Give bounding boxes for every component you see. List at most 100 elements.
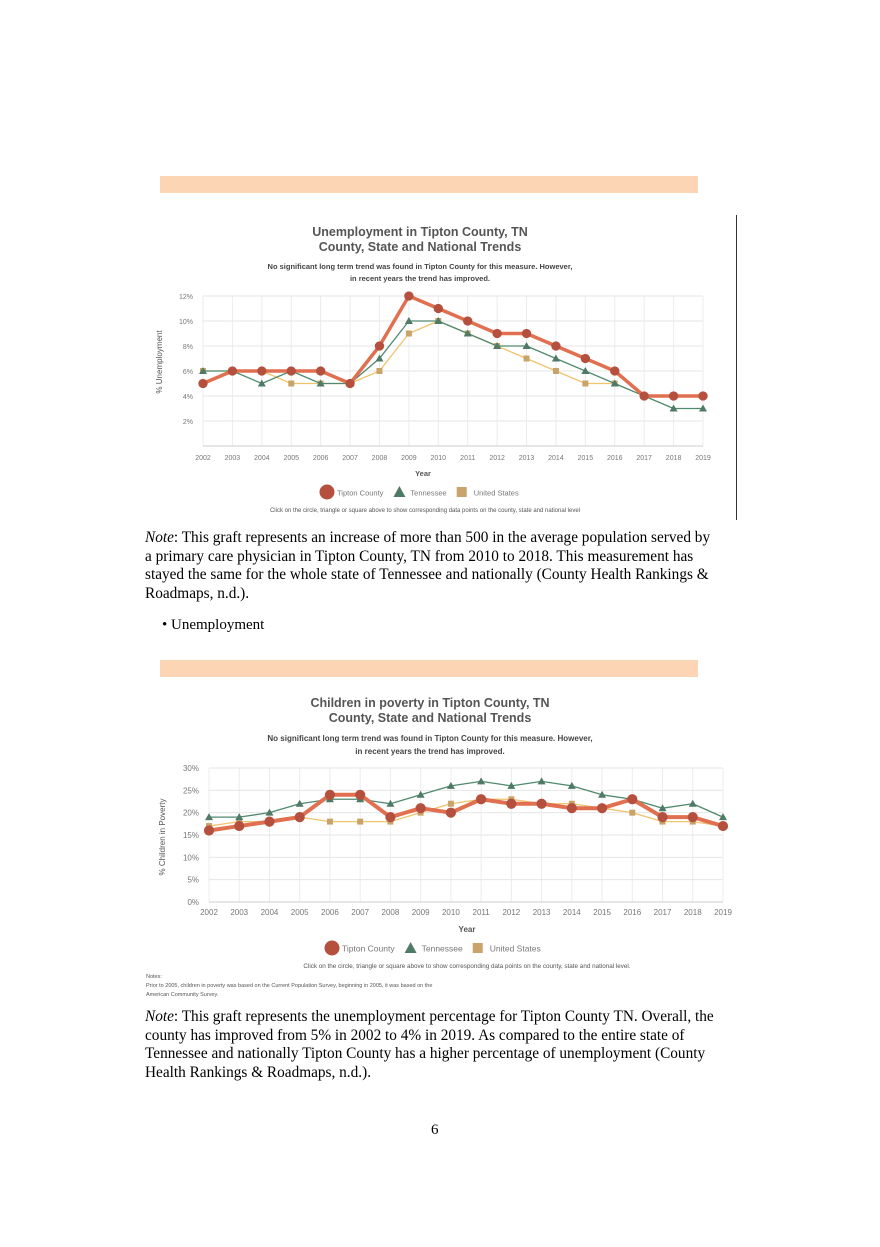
x-tick-label: 2004 — [254, 455, 270, 462]
x-tick-label: 2014 — [563, 908, 581, 917]
x-tick-label: 2010 — [431, 455, 447, 462]
tennessee-line — [203, 320, 703, 410]
tipton-county-point — [445, 807, 456, 818]
x-tick-label: 2011 — [473, 908, 491, 917]
united-states-point — [357, 818, 364, 825]
tipton-county-point — [345, 378, 355, 389]
note-text: : This graft represents the unemployment… — [145, 1008, 714, 1082]
tennessee-point — [658, 804, 667, 812]
x-tick-label: 2003 — [225, 455, 241, 462]
tennessee-point — [669, 404, 678, 412]
united-states-point — [447, 800, 454, 807]
tennessee-point — [316, 379, 325, 387]
x-tick-label: 2002 — [200, 908, 218, 917]
tennessee-line — [209, 780, 724, 818]
tipton-county-point — [536, 798, 547, 809]
tipton-county-point — [315, 366, 326, 376]
chart-subtitle: No significant long term trend was found… — [268, 262, 573, 271]
tennessee-legend-icon — [404, 942, 417, 953]
unemployment-chart: Unemployment in Tipton County, TN County… — [155, 225, 711, 514]
chart-notes-heading: Notes: — [146, 974, 162, 980]
united-states-line — [203, 320, 703, 397]
x-tick-label: 2018 — [666, 455, 682, 462]
tipton-county-point — [698, 391, 708, 401]
x-tick-label: 2005 — [291, 908, 309, 917]
tennessee-legend-label: Tennessee — [422, 944, 463, 954]
united-states-point — [405, 330, 412, 337]
note-paragraph-2: Note: This graft represents the unemploy… — [145, 1008, 715, 1083]
chart-subtitle: No significant long term trend was found… — [267, 734, 592, 743]
united-states-legend-icon — [456, 487, 467, 497]
tipton-county-legend-icon — [319, 484, 335, 500]
y-axis-label: % Unemployment — [155, 330, 164, 394]
tennessee-point — [434, 317, 443, 324]
tennessee-point — [699, 404, 707, 412]
y-tick-label: 4% — [183, 394, 193, 401]
united-states-point — [629, 809, 636, 816]
y-tick-label: 6% — [183, 369, 193, 376]
tipton-county-point — [506, 798, 517, 809]
y-tick-label: 15% — [183, 831, 199, 840]
tennessee-point — [477, 777, 486, 785]
chart-caption: Click on the circle, triangle or square … — [303, 963, 630, 970]
tennessee-point — [688, 799, 697, 807]
united-states-legend-icon — [472, 943, 483, 953]
tipton-county-point — [257, 366, 267, 376]
tipton-county-point — [203, 825, 215, 836]
x-tick-label: 2015 — [578, 455, 594, 462]
tipton-county-point — [476, 794, 487, 805]
x-tick-label: 2004 — [261, 908, 279, 917]
tipton-county-point — [463, 316, 473, 326]
note-label: Note — [145, 1008, 174, 1025]
note-text: : This graft represents an increase of m… — [145, 529, 711, 603]
chart-notes-line: Prior to 2005, children in poverty was b… — [146, 983, 432, 989]
y-axis-label: % Children in Poverty — [158, 799, 167, 876]
children-poverty-chart: Children in poverty in Tipton County, TN… — [146, 696, 732, 998]
y-tick-label: 10% — [179, 319, 193, 326]
tipton-county-point — [717, 820, 729, 832]
x-tick-label: 2012 — [502, 908, 520, 917]
x-tick-label: 2013 — [519, 455, 535, 462]
x-axis-label: Year — [459, 925, 476, 934]
tennessee-point — [265, 808, 274, 816]
x-tick-label: 2006 — [313, 455, 329, 462]
tipton-county-point — [657, 812, 668, 823]
tennessee-legend-label: Tennessee — [410, 489, 446, 498]
tennessee-point — [507, 781, 516, 789]
tipton-county-point — [687, 812, 698, 823]
tennessee-point — [257, 379, 266, 387]
header-band — [160, 176, 698, 193]
tipton-county-point — [566, 803, 577, 814]
tennessee-point — [446, 781, 455, 789]
chart-title-2: County, State and National Trends — [329, 711, 532, 725]
tipton-county-point — [639, 391, 649, 401]
tipton-county-point — [404, 291, 414, 301]
bullet-item-unemployment: • Unemployment — [162, 617, 265, 633]
x-tick-label: 2017 — [654, 908, 672, 917]
x-tick-label: 2007 — [351, 908, 369, 917]
tennessee-point — [581, 367, 590, 374]
chart-subtitle-2: in recent years the trend has improved. — [355, 747, 504, 756]
tipton-county-point — [610, 366, 620, 376]
tennessee-point — [610, 379, 619, 387]
tennessee-point — [463, 329, 472, 337]
x-tick-label: 2003 — [230, 908, 248, 917]
x-tick-label: 2017 — [636, 455, 652, 462]
x-tick-label: 2012 — [489, 455, 505, 462]
tennessee-legend-icon — [393, 486, 406, 497]
united-states-point — [582, 380, 589, 387]
chart-title: Children in poverty in Tipton County, TN — [310, 696, 549, 710]
x-tick-label: 2006 — [321, 908, 339, 917]
united-states-point — [288, 380, 295, 387]
chart-title-2: County, State and National Trends — [319, 240, 522, 254]
tennessee-point — [522, 342, 531, 349]
divider-line — [736, 215, 737, 520]
united-states-legend-label: United States — [474, 489, 519, 498]
united-states-legend-label: United States — [490, 944, 541, 954]
x-tick-label: 2010 — [442, 908, 460, 917]
united-states-point — [552, 368, 559, 374]
united-states-point — [326, 818, 333, 825]
y-tick-label: 5% — [187, 876, 199, 885]
tennessee-point — [416, 790, 425, 798]
tipton-county-point — [433, 303, 443, 314]
